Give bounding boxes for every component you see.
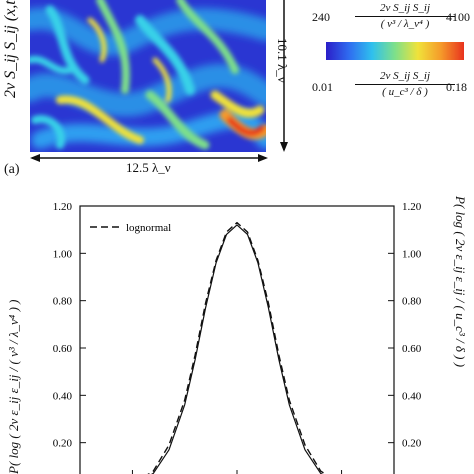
- panel-a-label: (a): [4, 162, 20, 177]
- y-tick-label-right: 1.00: [402, 248, 422, 260]
- colorbar-top-min: 240: [312, 10, 330, 24]
- colorbar-bottom-formula: 2ν S_ij S_ij ( u_c³ / δ ): [355, 70, 455, 99]
- y-tick-label-right: 0.60: [402, 343, 422, 355]
- height-arrow: [280, 0, 288, 152]
- width-arrow: [30, 154, 268, 162]
- colorbar-bottom-min: 0.01: [312, 80, 333, 94]
- colorbar-bottom-max: 0.18: [446, 80, 467, 94]
- y-tick-label-left: 0.60: [53, 343, 73, 355]
- y-tick-label-right: 1.20: [402, 201, 422, 213]
- colorbar: [326, 42, 464, 60]
- heatmap-svg: [30, 0, 266, 152]
- series-measured-line: [151, 224, 323, 474]
- y-tick-label-left: 1.00: [53, 248, 73, 260]
- colorbar-top-max: 4100: [446, 10, 470, 24]
- width-label: 12.5 λ_ν: [126, 160, 171, 175]
- y-tick-label-right: 0.80: [402, 296, 422, 308]
- y-tick-label-left: 1.20: [53, 201, 73, 213]
- y-tick-label-right: 0.40: [402, 390, 422, 402]
- y-tick-label-left: 0.80: [53, 296, 73, 308]
- plot-frame-box: [79, 205, 395, 474]
- colorbar-top-formula: 2ν S_ij S_ij ( ν³ / λ_ν⁴ ): [355, 2, 455, 31]
- colorbar-bottom-formula-num: 2ν S_ij S_ij: [379, 70, 431, 82]
- y-tick-label-right: 0.20: [402, 438, 422, 450]
- colorbar-top-formula-num: 2ν S_ij S_ij: [379, 2, 431, 14]
- colorbar-top-formula-den: ( ν³ / λ_ν⁴ ): [380, 18, 430, 30]
- legend-lognormal-label: lognormal: [126, 222, 171, 234]
- y-tick-label-left: 0.40: [53, 390, 73, 402]
- strain-rate-field-image: [30, 0, 266, 152]
- y-tick-label-left: 0.20: [53, 438, 73, 450]
- series-lognormal-line: [147, 221, 327, 474]
- colorbar-bottom-formula-den: ( u_c³ / δ ): [382, 86, 428, 98]
